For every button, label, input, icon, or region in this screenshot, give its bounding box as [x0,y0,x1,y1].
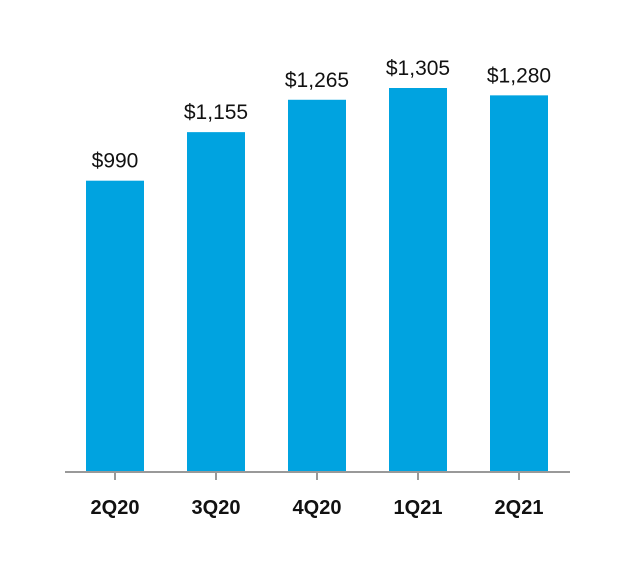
data-label-1q21: $1,305 [386,57,450,80]
x-tick-labels-group: 2Q20 3Q20 4Q20 1Q21 2Q21 [91,497,544,519]
data-label-4q20: $1,265 [285,69,349,92]
x-tick-label-1q21: 1Q21 [394,497,443,519]
bar-4q20 [288,99,346,473]
value-labels-group: $990 $1,155 $1,265 $1,305 $1,280 [92,57,551,173]
data-label-2q21: $1,280 [487,64,551,87]
bar-2q21 [490,95,548,472]
x-tick-label-4q20: 4Q20 [293,497,342,519]
x-tick-label-3q20: 3Q20 [192,497,241,519]
bars-group [86,88,548,473]
data-label-3q20: $1,155 [184,101,248,124]
x-tick-label-2q21: 2Q21 [495,497,544,519]
bar-2q20 [86,180,144,473]
bar-3q20 [187,132,245,472]
x-tick-label-2q20: 2Q20 [91,497,140,519]
x-axis [65,471,570,480]
data-label-2q20: $990 [92,150,139,173]
bar-1q21 [389,88,447,472]
